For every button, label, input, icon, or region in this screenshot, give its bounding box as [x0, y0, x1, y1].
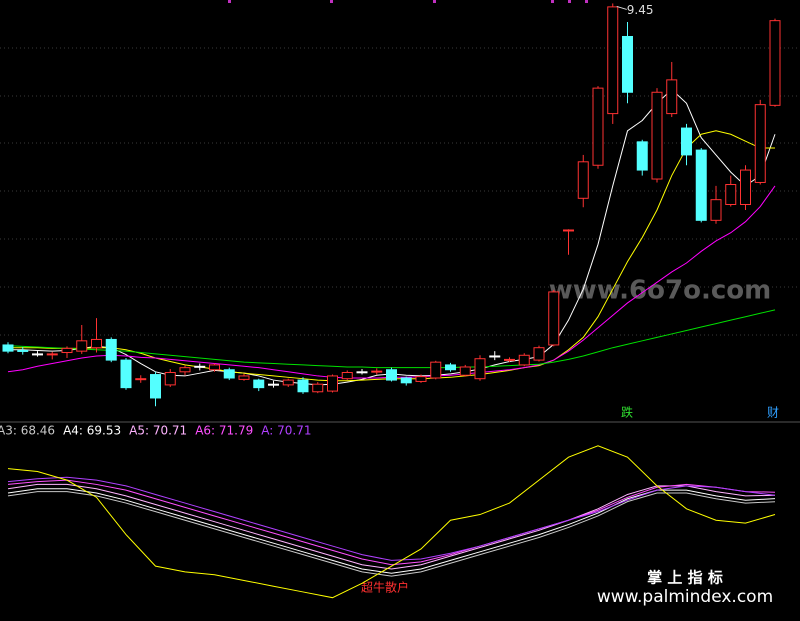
candle-body	[297, 379, 309, 393]
candle-body	[105, 338, 117, 361]
candle-body	[474, 358, 486, 380]
candle-body	[238, 375, 250, 380]
candle-body	[651, 91, 663, 180]
candle-body	[577, 161, 589, 199]
annotation: 超牛散户	[361, 580, 409, 595]
candle-body	[341, 371, 353, 380]
candle-body	[445, 364, 456, 371]
dot	[433, 0, 436, 3]
candle-body	[504, 358, 515, 361]
candle-body	[46, 353, 58, 356]
candle-body	[32, 353, 43, 356]
candle-body	[622, 35, 633, 93]
legend-entry: A: 70.71	[261, 424, 311, 438]
candle-body	[371, 370, 383, 373]
candle-body	[607, 6, 619, 115]
dot	[568, 0, 571, 3]
candle-body	[327, 375, 338, 392]
candle-body	[2, 344, 14, 352]
candle-body	[120, 359, 132, 389]
candle-body	[76, 340, 88, 352]
candle-body	[754, 104, 766, 183]
line	[7, 483, 776, 570]
line	[7, 476, 776, 561]
candle-body	[695, 149, 707, 221]
candle-body	[179, 367, 191, 373]
candle-body	[710, 199, 722, 221]
candle-body	[666, 79, 678, 115]
grid	[0, 47, 800, 336]
candle-body	[209, 364, 220, 371]
candle-body	[61, 347, 73, 354]
watermark-title: 掌 上 指 标	[647, 569, 723, 587]
candle-body	[636, 141, 648, 171]
candle-body	[769, 20, 781, 106]
candle-body	[150, 374, 161, 399]
candle-body	[430, 361, 442, 379]
line	[7, 445, 776, 599]
legend-entry: A6: 71.79	[195, 424, 253, 438]
candle-body	[253, 379, 265, 389]
candle-body	[91, 338, 102, 349]
high-arrow	[616, 5, 627, 10]
candle-body	[400, 377, 412, 384]
candle-body	[17, 349, 29, 352]
candle-body	[135, 378, 147, 381]
candle-body	[356, 371, 368, 374]
candle-body	[489, 355, 501, 358]
candle-body	[282, 379, 294, 386]
candle-body	[681, 127, 692, 156]
candle-body	[386, 369, 397, 381]
candle-body	[548, 291, 560, 346]
line	[7, 491, 776, 577]
line	[7, 479, 776, 566]
candle-body	[164, 371, 176, 386]
candle-body	[592, 87, 604, 166]
line	[7, 309, 776, 369]
legend-entry: A3: 68.46	[0, 424, 55, 438]
candle-body	[312, 383, 324, 393]
candle-body	[563, 229, 574, 232]
candle-body	[518, 354, 530, 366]
candle-body	[194, 365, 206, 368]
candle-body	[268, 383, 279, 386]
candle-body	[740, 169, 751, 205]
watermark-url: www.palmindex.com	[597, 587, 773, 607]
dot	[585, 0, 588, 3]
high-label: 9.45	[627, 3, 654, 17]
legend-entry: A5: 70.71	[129, 424, 187, 438]
candle-body	[533, 347, 545, 361]
candle-body	[459, 366, 471, 376]
top-dots	[228, 0, 588, 3]
candle-body	[415, 376, 427, 382]
candle-body	[223, 369, 235, 379]
dot	[228, 0, 231, 3]
legend-entry: A4: 69.53	[63, 424, 121, 438]
candle-body	[725, 184, 737, 205]
marker-label: 财	[767, 406, 779, 420]
dot	[551, 0, 554, 3]
dot	[330, 0, 333, 3]
marker-label: 跌	[621, 405, 633, 420]
